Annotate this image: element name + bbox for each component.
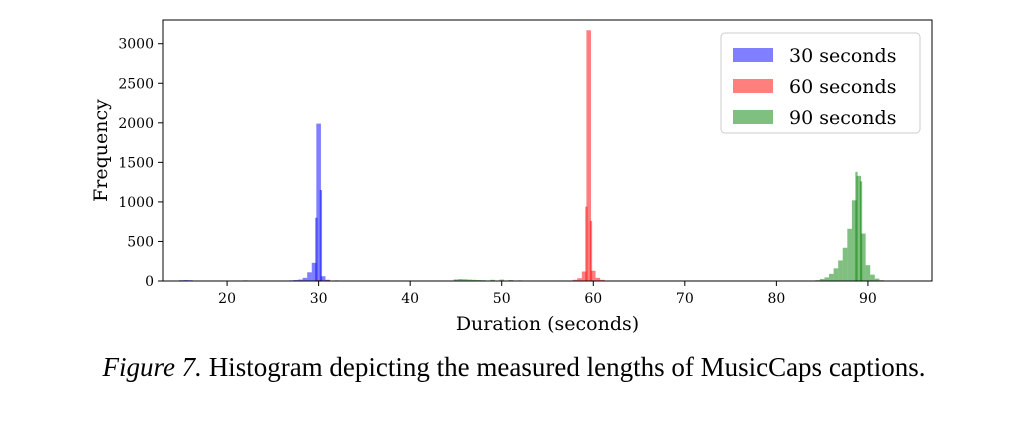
bar-series-0-bin-11 (311, 262, 317, 281)
bar-series-2-bin-18 (847, 228, 852, 281)
bar-series-2-bin-7 (490, 279, 495, 281)
bar-series-2-bin-26 (874, 278, 880, 281)
bar-series-2-bin-4 (471, 279, 477, 281)
legend-label-2: 90 seconds (789, 107, 896, 129)
bar-series-2-bin-16 (838, 260, 843, 281)
bar-series-1-bin-11 (590, 270, 596, 281)
legend-swatch-0 (733, 48, 773, 62)
bar-series-1-bin-12 (595, 277, 601, 281)
legend-swatch-1 (733, 79, 773, 93)
bar-series-1-bin-13 (600, 279, 605, 281)
x-tick-label: 50 (493, 291, 511, 307)
bar-series-2-bin-19 (851, 200, 857, 281)
bar-series-2-bin-25 (870, 274, 875, 281)
bar-series-1-bin-6 (577, 278, 582, 281)
y-tick-label: 3000 (118, 37, 154, 53)
x-tick-label: 30 (310, 291, 328, 307)
bar-series-2-bin-2 (462, 279, 468, 281)
bar-series-1-bin-10 (589, 220, 593, 281)
x-tick-label: 40 (401, 291, 419, 307)
bar-series-1-bin-7 (581, 271, 587, 281)
y-tick-label: 2500 (118, 76, 154, 92)
legend-label-0: 30 seconds (789, 45, 896, 67)
figure-caption-label: Figure 7. (102, 352, 202, 382)
histogram-bars (179, 30, 884, 282)
y-axis-label: Frequency (90, 99, 112, 202)
x-tick-label: 60 (584, 291, 602, 307)
bar-series-2-bin-21 (856, 175, 862, 281)
bar-series-2-bin-14 (829, 273, 834, 281)
legend-label-1: 60 seconds (789, 76, 896, 98)
bar-series-2-bin-13 (824, 277, 830, 281)
x-tick-label: 20 (218, 291, 236, 307)
y-axis-ticks: 0 500 1000 1500 2000 2500 3000 (118, 37, 163, 290)
bar-series-0-bin-13 (316, 123, 321, 281)
x-tick-label: 90 (859, 291, 877, 307)
y-tick-label: 1500 (118, 155, 154, 171)
bar-series-1-bin-8 (585, 206, 588, 281)
bar-series-2-bin-1 (458, 279, 463, 281)
histogram-chart: 20 30 40 50 60 70 80 90 0 500 1000 1500 2000 2500 300… (90, 19, 933, 335)
bar-series-2-bin-22 (859, 181, 863, 281)
bar-series-2-bin-0 (453, 279, 459, 281)
bar-series-0-bin-8 (298, 279, 303, 281)
bar-series-2-bin-12 (819, 279, 825, 281)
bar-series-1-bin-5 (572, 279, 578, 281)
bar-series-2-bin-23 (861, 233, 866, 281)
x-tick-label: 80 (767, 291, 785, 307)
y-tick-label: 1000 (118, 195, 154, 211)
x-axis-label: Duration (seconds) (456, 313, 639, 335)
bar-series-2-bin-15 (833, 268, 839, 281)
bar-series-0-bin-14 (319, 190, 323, 281)
bar-series-0-bin-10 (307, 272, 312, 281)
bar-series-1-bin-9 (586, 30, 591, 282)
y-tick-label: 2000 (118, 116, 154, 132)
bar-series-0-bin-15 (320, 276, 326, 281)
y-tick-label: 0 (145, 274, 154, 290)
bar-series-2-bin-24 (865, 265, 871, 281)
legend-swatch-2 (733, 110, 773, 124)
figure-caption: Figure 7. Histogram depicting the measur… (0, 352, 1028, 383)
y-tick-label: 500 (127, 234, 154, 250)
bar-series-2-bin-3 (467, 279, 472, 281)
bar-series-2-bin-17 (842, 247, 848, 281)
bar-series-0-bin-9 (302, 277, 308, 281)
bar-series-2-bin-8 (499, 279, 505, 281)
x-tick-label: 70 (676, 291, 694, 307)
plot-area-frame (162, 19, 933, 282)
legend: 30 seconds 60 seconds 90 seconds (720, 32, 921, 134)
x-axis-ticks: 20 30 40 50 60 70 80 90 (218, 281, 877, 307)
figure-caption-text: Histogram depicting the measured lengths… (201, 352, 926, 382)
